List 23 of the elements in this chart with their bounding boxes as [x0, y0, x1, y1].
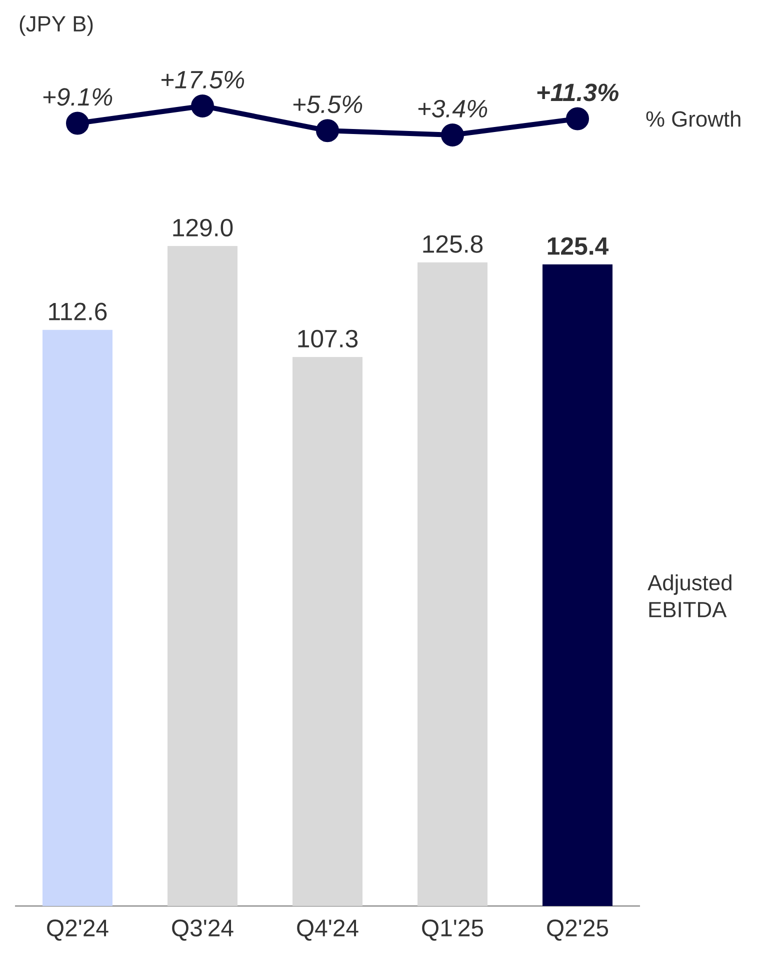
data-label: 129.0	[173, 218, 233, 236]
text: % Growth	[646, 110, 740, 127]
x-tick-label: Q1'25	[422, 920, 484, 941]
data-label: +3.4%	[418, 100, 488, 118]
point	[66, 112, 89, 135]
point	[441, 123, 464, 146]
chart-title: (JPY B)	[20, 16, 93, 36]
data-label: +17.5%	[161, 70, 244, 88]
point	[566, 107, 590, 130]
x-tick-label: Q4'24	[297, 920, 358, 941]
point	[316, 119, 339, 142]
x-tick-label: Q3'24	[172, 920, 234, 941]
data-label: +11.3%	[537, 84, 618, 102]
data-label: +9.1%	[43, 88, 112, 106]
data-label: +5.5%	[293, 96, 362, 114]
x-tick-label: Q2'25	[547, 920, 608, 941]
data-label: 125.8	[423, 235, 483, 253]
x-tick-label: Q2'24	[47, 920, 108, 941]
data-label: 125.4	[548, 237, 609, 255]
point	[191, 94, 214, 118]
data-label: 112.6	[49, 302, 107, 320]
series-label: Adjusted EBITDA	[648, 574, 732, 618]
data-label: 107.3	[298, 330, 358, 348]
